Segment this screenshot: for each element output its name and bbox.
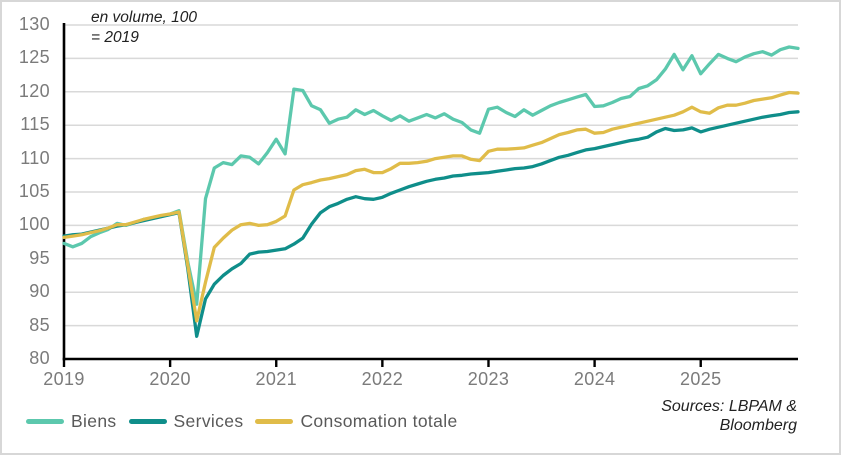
legend-label-services: Services xyxy=(173,411,244,431)
y-axis-label-110: 110 xyxy=(20,147,50,168)
x-axis-label-2021: 2021 xyxy=(255,369,297,389)
series-line-services xyxy=(62,110,800,338)
x-axis-label-2023: 2023 xyxy=(467,369,510,389)
source-note: Sources: LBPAM & Bloomberg xyxy=(661,398,797,434)
legend: Biens Services Consomation totale xyxy=(26,411,470,432)
legend-label-consomation-totale: Consomation totale xyxy=(300,411,458,431)
x-axis-label-2020: 2020 xyxy=(149,369,191,389)
y-axis-label-105: 105 xyxy=(18,181,50,202)
legend-item-consomation-totale: Consomation totale xyxy=(255,411,457,432)
legend-label-biens: Biens xyxy=(71,411,117,431)
y-axis-label-125: 125 xyxy=(18,47,50,68)
x-axis-label-2019: 2019 xyxy=(43,369,85,389)
chart-annotation: en volume, 100 = 2019 xyxy=(91,9,197,47)
y-axis-label-90: 90 xyxy=(29,281,50,302)
y-axis-label-120: 120 xyxy=(18,80,50,101)
y-axis-label-130: 130 xyxy=(18,14,50,35)
series-line-biens xyxy=(62,45,800,306)
y-axis-label-100: 100 xyxy=(18,214,50,235)
series-line-consomation-totale xyxy=(62,90,800,323)
y-axis-label-85: 85 xyxy=(29,314,50,335)
y-axis-label-80: 80 xyxy=(29,348,50,369)
legend-item-services: Services xyxy=(128,411,244,432)
x-axis-label-2025: 2025 xyxy=(679,369,722,389)
x-axis-label-2022: 2022 xyxy=(361,369,404,389)
consomation-totale-line-swatch-icon xyxy=(255,419,294,424)
services-line-swatch-icon xyxy=(128,419,167,424)
y-axis-label-115: 115 xyxy=(20,114,50,135)
y-axis-label-95: 95 xyxy=(29,247,50,268)
biens-line-swatch-icon xyxy=(26,419,64,424)
legend-item-biens: Biens xyxy=(26,411,117,432)
x-axis-label-2024: 2024 xyxy=(573,369,616,389)
